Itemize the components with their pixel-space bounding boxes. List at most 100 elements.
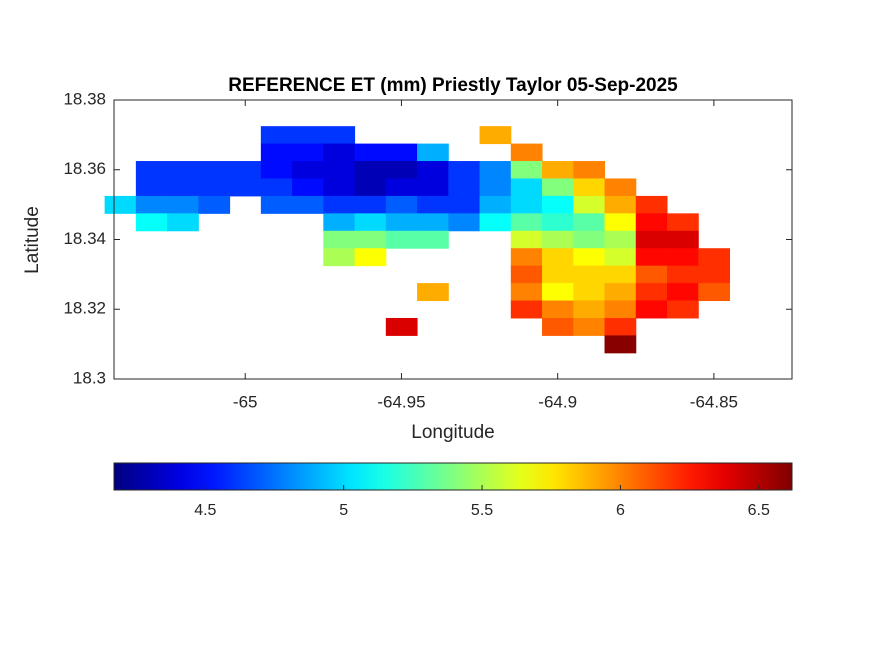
heatmap-cell [542,161,574,179]
x-axis-label: Longitude [411,422,494,443]
heatmap-cell [573,213,606,232]
heatmap-cell [667,248,699,267]
y-tick-label: 18.3 [73,368,106,387]
heatmap-cell [323,178,356,197]
heatmap-cell [479,126,512,145]
heatmap-cell [510,265,543,284]
heatmap-cell [542,265,574,284]
x-tick-label: -64.85 [690,392,738,411]
heatmap-cell [354,178,387,197]
heatmap-cell [667,213,699,232]
heatmap-cell [135,195,168,214]
heatmap-cell [354,213,387,232]
heatmap-cell [604,283,637,302]
heatmap-cell [292,143,324,162]
heatmap-cell [573,161,606,179]
heatmap-cell [604,195,637,214]
heatmap-cell [635,195,668,214]
heatmap-cell [604,230,637,249]
heatmap-cell [510,143,543,162]
heatmap-cell [198,178,231,197]
heatmap-cell [542,317,574,336]
heatmap-cell [573,265,606,284]
heatmap-cell [542,195,574,214]
heatmap-cell [479,195,512,214]
heatmap-cell [573,248,606,267]
y-tick-label: 18.32 [63,299,106,318]
heatmap-cell [354,248,387,267]
heatmap-cell [260,143,293,162]
heatmap-cell [417,161,449,179]
heatmap-cell [635,265,668,284]
heatmap-cell [510,248,543,267]
heatmap-cell [510,300,543,319]
heatmap-cell [448,213,481,232]
heatmap-cell [323,195,356,214]
colorbar-tick-label: 5.5 [471,502,493,519]
y-axis-label: Latitude [22,206,43,274]
y-tick-label: 18.38 [63,89,106,108]
heatmap-cell [354,143,387,162]
heatmap-cell [542,178,574,197]
heatmap-cell [479,161,512,179]
heatmap-cell [479,178,512,197]
heatmap-cell [667,265,699,284]
heatmap-cell [354,195,387,214]
heatmap-cell [385,195,418,214]
heatmap-cell [260,161,293,179]
heatmap-cell [417,143,449,162]
heatmap-cell [385,213,418,232]
heatmap-cell [260,178,293,197]
heatmap-cell [542,248,574,267]
heatmap-cell [167,195,199,214]
heatmap-cell [479,213,512,232]
heatmap-cell [635,283,668,302]
heatmap-cell [354,161,387,179]
heatmap-cell [292,178,324,197]
chart-title: REFERENCE ET (mm) Priestly Taylor 05-Sep… [228,75,678,96]
heatmap-cell [604,300,637,319]
heatmap-cell [510,230,543,249]
heatmap-cell [604,265,637,284]
heatmap-cell [260,126,293,145]
heatmap-cell [417,230,449,249]
colorbar-tick-label: 6 [616,502,625,519]
heatmap-cell [135,178,168,197]
y-tick-label: 18.34 [63,229,106,248]
heatmap-cell [510,283,543,302]
heatmap-cell [604,335,637,354]
heatmap-cell [573,300,606,319]
heatmap-cell [604,248,637,267]
heatmap-cell [198,195,231,214]
heatmap-cell [573,178,606,197]
heatmap-cell [542,213,574,232]
x-tick-label: -64.95 [377,392,425,411]
heatmap-cell [448,161,481,179]
heatmap-cell [448,178,481,197]
heatmap-cell [635,213,668,232]
heatmap-cells [104,126,731,354]
heatmap-cell [385,143,418,162]
heatmap-cell [698,248,731,267]
heatmap-cell [667,230,699,249]
heatmap-cell [292,161,324,179]
heatmap-cell [135,213,168,232]
heatmap-cell [667,283,699,302]
heatmap-cell [292,195,324,214]
heatmap-cell [698,283,731,302]
heatmap-cell [448,195,481,214]
heatmap-cell [417,195,449,214]
heatmap-cell [167,161,199,179]
heatmap-cell [667,300,699,319]
x-tick-label: -65 [233,392,258,411]
colorbar-tick-label: 6.5 [748,502,770,519]
heatmap-cell [323,143,356,162]
heatmap-cell [542,300,574,319]
heatmap-cell [354,230,387,249]
heatmap-cell [604,213,637,232]
heatmap-cell [573,317,606,336]
heatmap-cell [510,213,543,232]
heatmap-cell [698,265,731,284]
heatmap-cell [510,161,543,179]
